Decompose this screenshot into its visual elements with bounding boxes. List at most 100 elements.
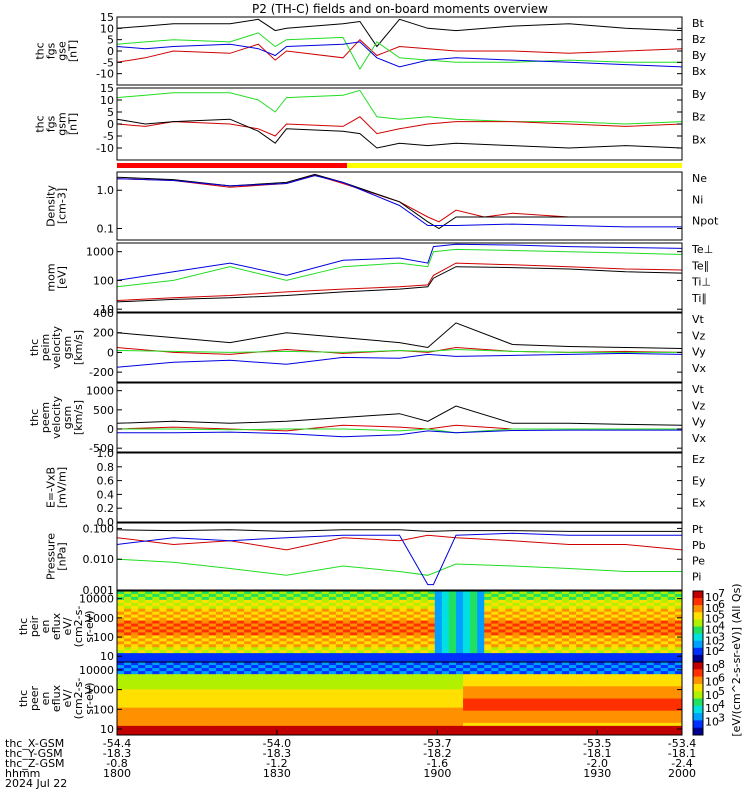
spectrogram-cell [618, 644, 626, 648]
spectrogram-cell [187, 605, 196, 610]
spectrogram-cell [639, 725, 648, 730]
spectrogram-cell [456, 626, 464, 630]
spectrogram-cell [420, 638, 429, 642]
spectrogram-cell [561, 683, 570, 687]
spectrogram-cell [152, 695, 160, 699]
spectrogram-cell [526, 638, 535, 642]
spectrogram-cell [463, 674, 471, 678]
spectrogram-cell [540, 617, 549, 622]
spectrogram-cell [540, 620, 549, 625]
spectrogram-cell [124, 722, 132, 727]
spectrogram-cell [491, 632, 499, 636]
spectrogram-cell [392, 728, 400, 733]
spectrogram-cell [653, 659, 662, 663]
spectrogram-cell [371, 656, 379, 660]
spectrogram-cell [576, 695, 584, 699]
spectrogram-cell [166, 596, 174, 601]
spectrogram-cell [660, 713, 669, 718]
spectrogram-cell [533, 701, 542, 706]
spectrogram-cell [244, 695, 252, 699]
spectrogram-cell [434, 671, 443, 675]
spectrogram-cell [215, 644, 224, 648]
spectrogram-cell [646, 686, 655, 690]
spectrogram-cell [618, 626, 626, 630]
spectrogram-cell [618, 680, 626, 684]
spectrogram-cell [215, 656, 224, 660]
spectrogram-cell [166, 665, 174, 669]
spectrogram-cell [470, 671, 478, 675]
spectrogram-cell [618, 683, 626, 687]
spectrogram-cell [646, 692, 655, 696]
spectrogram-cell [350, 701, 358, 706]
spectrogram-cell [180, 591, 189, 595]
spectrogram-cell [660, 683, 669, 687]
spectrogram-cell [625, 683, 634, 687]
spectrogram-cell [357, 653, 365, 657]
time-axis-row-label: thc_X-GSM [5, 737, 64, 750]
spectrogram-cell [456, 662, 464, 666]
colorbar-tick-exponent: 6 [718, 598, 725, 611]
spectrogram-cell [159, 611, 167, 616]
spectrogram-cell [561, 614, 570, 619]
spectrogram-cell [307, 602, 316, 607]
spectrogram-cell [420, 629, 429, 633]
spectrogram-cell [660, 591, 669, 595]
spectrogram-cell [392, 650, 400, 654]
spectrogram-cell [208, 713, 217, 718]
spectrogram-cell [180, 599, 189, 604]
spectrogram-cell [131, 701, 139, 706]
spectrogram-cell [357, 596, 365, 601]
spectrogram-cell [244, 632, 252, 636]
spectrogram-cell [321, 716, 330, 721]
spectrogram-cell [554, 701, 563, 706]
colorbar-swatch [693, 612, 703, 620]
spectrogram-cell [505, 623, 513, 627]
spectrogram-cell [272, 662, 280, 666]
spectrogram-cell [371, 605, 379, 610]
spectrogram-cell [293, 671, 302, 675]
spectrogram-cell [279, 650, 287, 654]
spectrogram-cell [145, 728, 153, 733]
spectrogram-cell [540, 653, 549, 657]
spectrogram-cell [463, 591, 471, 595]
spectrogram-cell [667, 722, 676, 727]
spectrogram-cell [441, 710, 450, 715]
spectrogram-cell [540, 692, 549, 696]
spectrogram-cell [632, 647, 641, 651]
spectrogram-cell [364, 680, 372, 684]
spectrogram-cell [279, 638, 287, 642]
spectrogram-cell [286, 591, 295, 595]
spectrogram-cell [328, 611, 337, 616]
legend-Vy: Vy [692, 346, 706, 359]
spectrogram-cell [456, 725, 464, 730]
spectrogram-cell [378, 591, 386, 595]
spectrogram-cell [145, 599, 153, 604]
spectrogram-cell [434, 710, 443, 715]
spectrogram-cell [547, 599, 556, 604]
spectrogram-cell [222, 728, 231, 733]
spectrogram-cell [286, 665, 295, 669]
spectrogram-cell [632, 614, 641, 619]
spectrogram-cell [378, 629, 386, 633]
spectrogram-cell [456, 713, 464, 718]
spectrogram-cell [166, 668, 174, 672]
spectrogram-cell [420, 659, 429, 663]
spectrogram-cell [477, 659, 485, 663]
spectrogram-cell [131, 671, 139, 675]
spectrogram-cell [427, 656, 436, 660]
colorbar-swatch [693, 669, 703, 678]
spectrogram-cell [463, 665, 471, 669]
spectrogram-cell [343, 710, 351, 715]
spectrogram-cell [434, 689, 443, 693]
spectrogram-cell [265, 665, 273, 669]
time-axis-value: -1.6 [427, 757, 448, 770]
spectrogram-cell [300, 725, 309, 730]
spectrogram-cell [385, 716, 393, 721]
spectrogram-cell [314, 611, 323, 616]
spectrogram-cell [660, 722, 669, 727]
spectrogram-cell [441, 677, 450, 681]
spectrogram-cell [569, 701, 577, 706]
spectrogram-cell [533, 623, 542, 627]
spectrogram-cell [138, 716, 146, 721]
spectrogram-cell [272, 620, 280, 625]
